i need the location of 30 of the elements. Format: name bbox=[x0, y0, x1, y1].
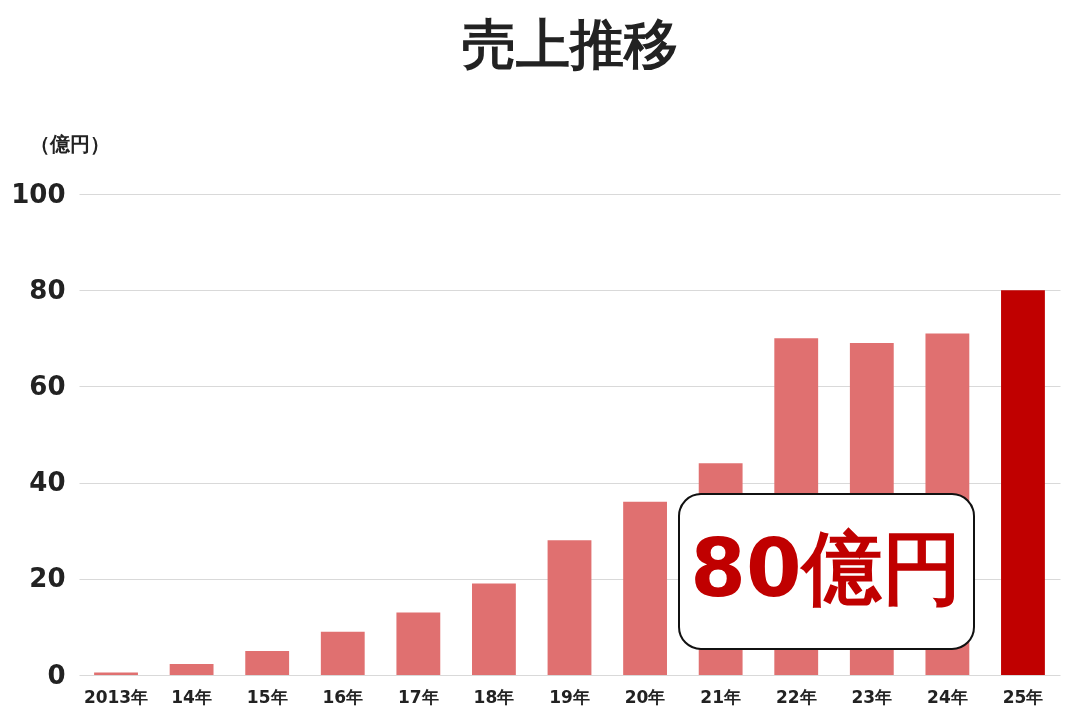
y-tick-label: 100 bbox=[11, 178, 66, 209]
chart-title: 売上推移 bbox=[461, 13, 678, 76]
annotation: 80億円 bbox=[690, 522, 962, 615]
y-tick-label: 20 bbox=[29, 563, 66, 594]
x-tick-label: 20年 bbox=[624, 686, 666, 707]
y-tick-label: 40 bbox=[29, 467, 66, 498]
bar bbox=[1001, 290, 1045, 675]
x-tick-label: 17年 bbox=[398, 686, 439, 707]
x-tick-label: 24年 bbox=[927, 686, 968, 707]
bar bbox=[472, 583, 516, 675]
x-tick-label: 15年 bbox=[246, 686, 288, 707]
bar bbox=[245, 650, 290, 675]
x-tick-label: 19年 bbox=[549, 686, 590, 707]
x-tick-label: 16年 bbox=[322, 686, 364, 707]
y-tick-label: 0 bbox=[47, 659, 66, 690]
x-tick-label: 14年 bbox=[171, 686, 212, 707]
x-tick-label: 22年 bbox=[775, 686, 817, 707]
y-tick-label: 60 bbox=[29, 370, 66, 401]
bar bbox=[547, 540, 592, 675]
bar bbox=[320, 631, 365, 675]
bar bbox=[396, 612, 441, 675]
y-tick-label: 80 bbox=[29, 274, 66, 305]
y-axis-title: （億円） bbox=[29, 131, 110, 156]
x-tick-label: 23年 bbox=[851, 686, 893, 707]
x-tick-label: 2013年 bbox=[83, 686, 149, 707]
x-tick-label: 25年 bbox=[1002, 686, 1044, 707]
bar bbox=[169, 663, 214, 675]
bar bbox=[623, 501, 667, 675]
x-tick-label: 18年 bbox=[473, 686, 515, 707]
x-tick-label: 21年 bbox=[700, 686, 741, 707]
